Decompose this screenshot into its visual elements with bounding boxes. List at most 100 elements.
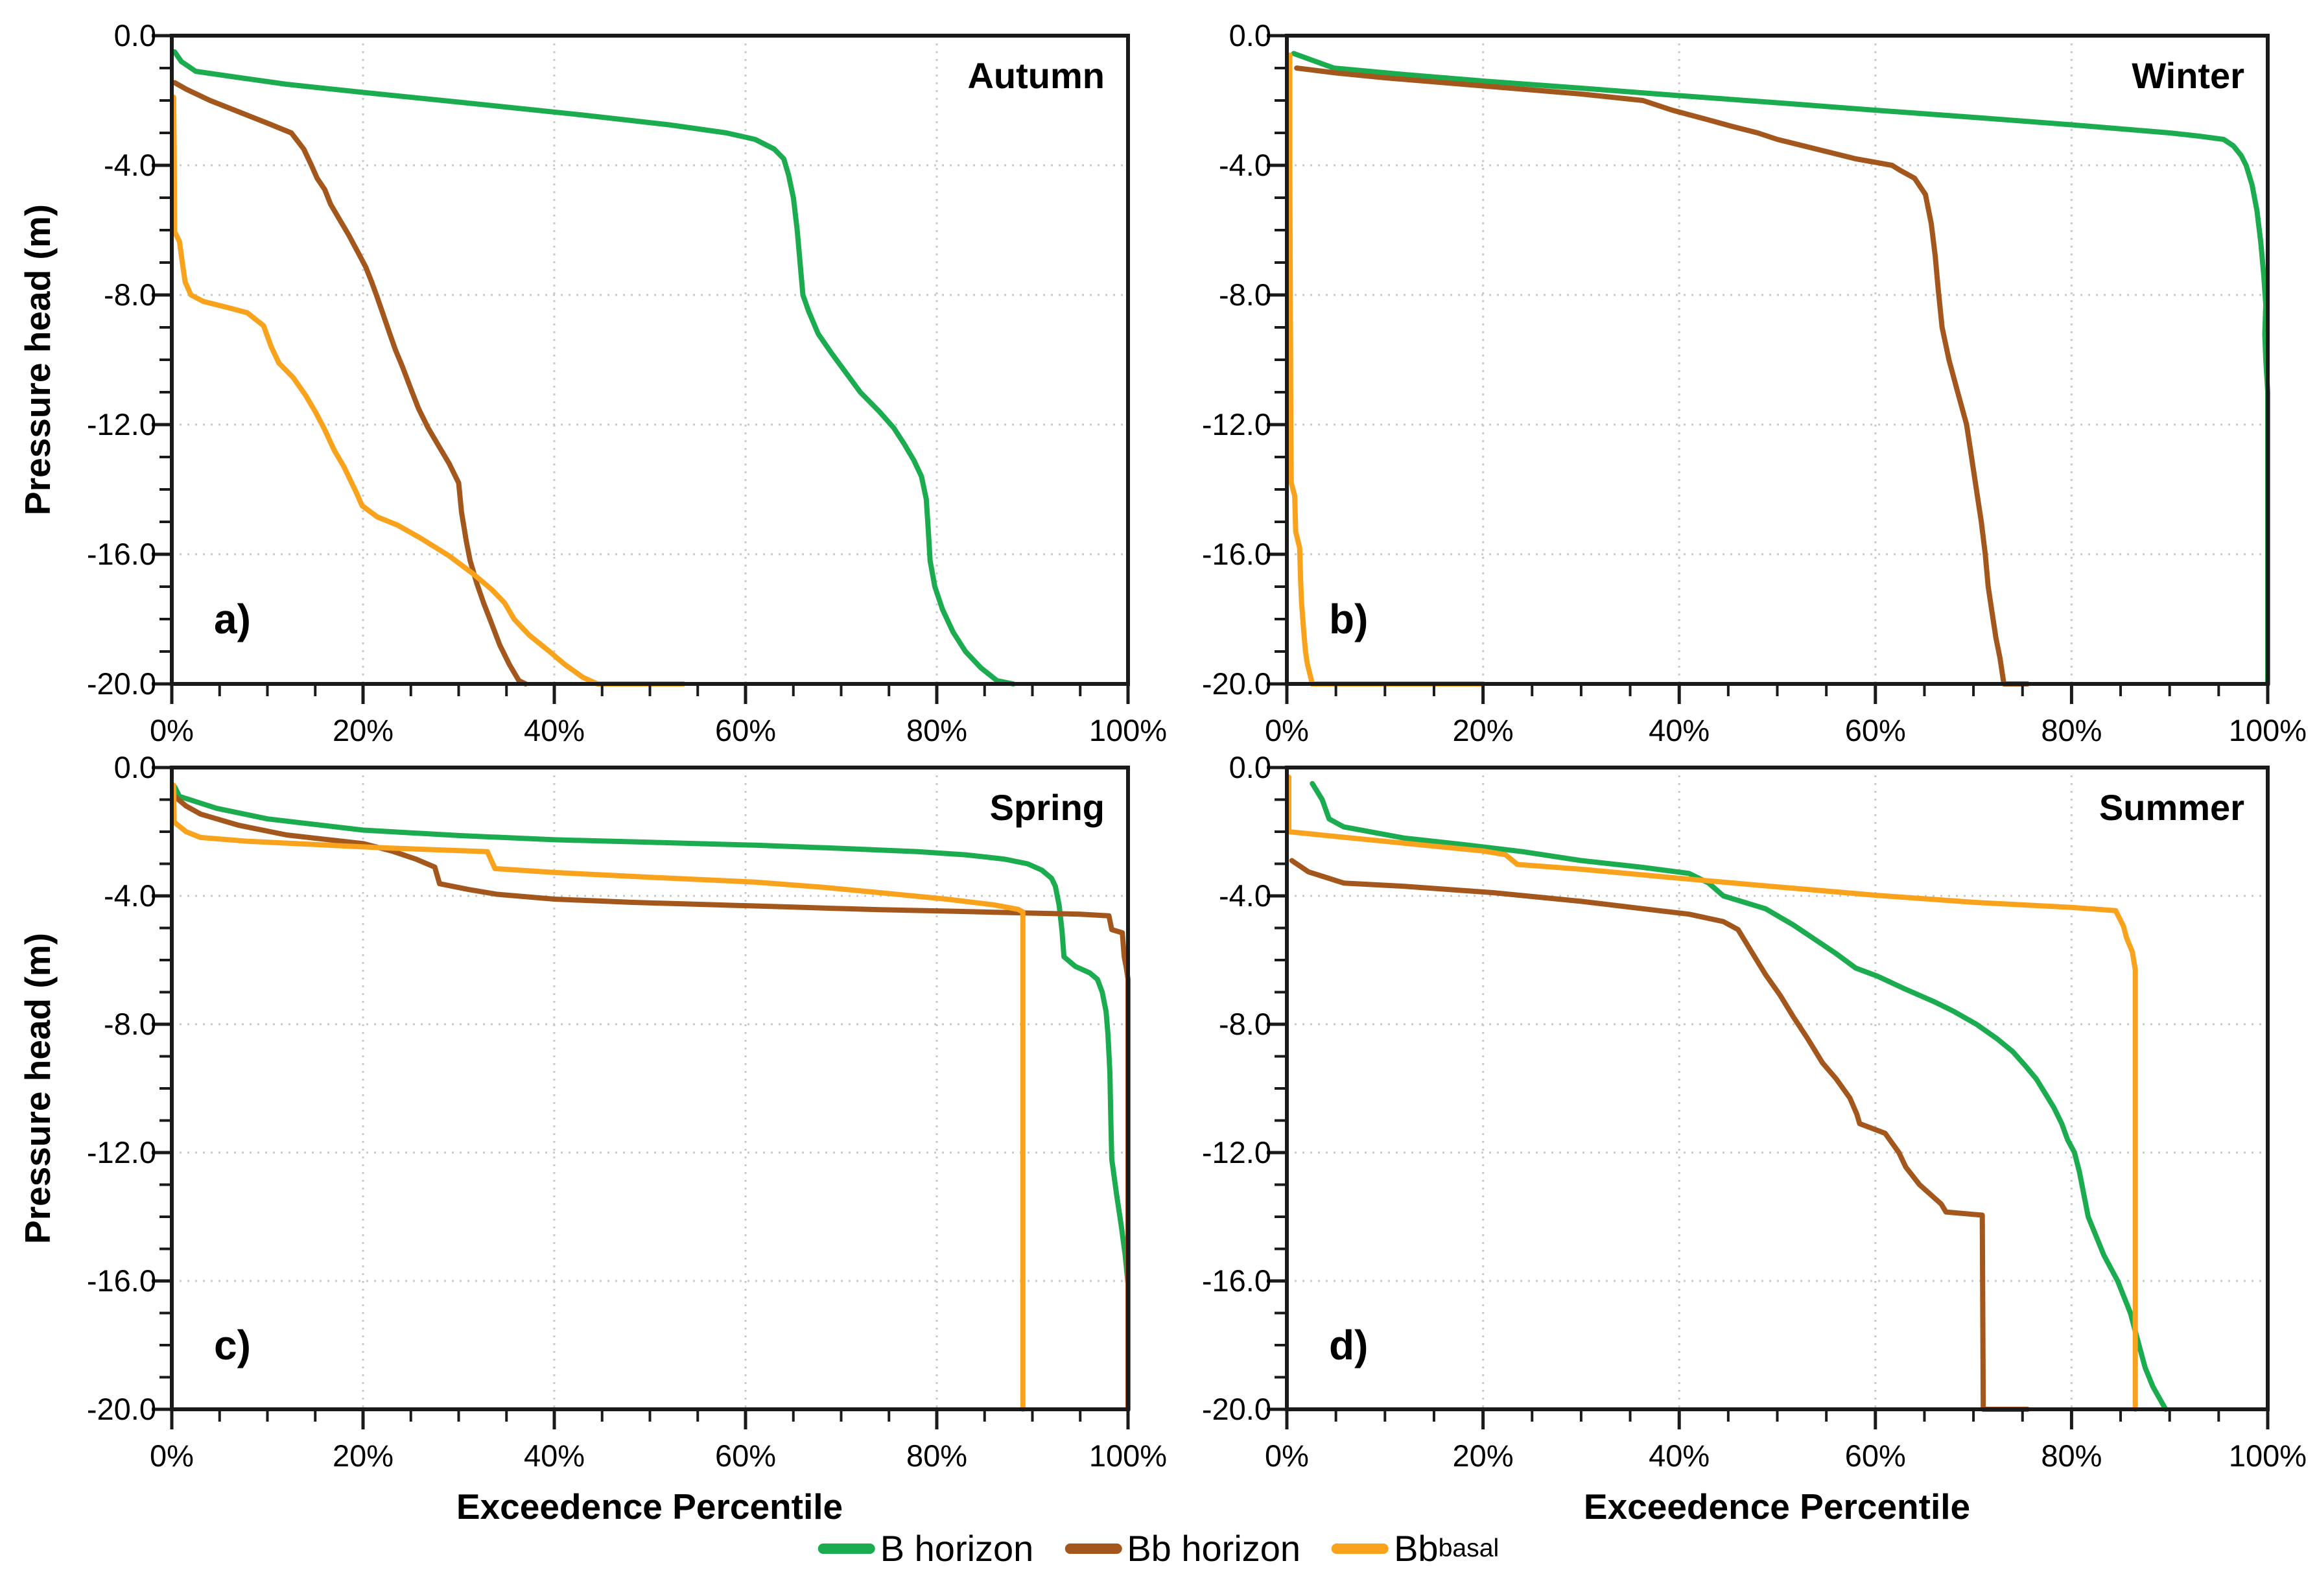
panel-spring: 0% 20% 40% 60% 80% 100% 0.0 -4.0 -8.0 -12.0 -16.0 -…	[87, 750, 1167, 1473]
series-line-bb-horizon	[1294, 65, 2030, 687]
panel-winter: 0% 20% 40% 60% 80% 100% 0.0 -4.0 -8.0 -12.0 -16.0 -…	[1202, 18, 2307, 747]
x-tick-label: 0%	[1265, 1438, 1309, 1473]
y-tick-label: 0.0	[1229, 750, 1271, 784]
x-tick-label: 100%	[2229, 1438, 2307, 1473]
gridlines	[172, 36, 1128, 684]
y-tick-label: -4.0	[104, 148, 156, 182]
corner-label-a: a)	[214, 596, 251, 642]
x-tick-label: 0%	[150, 1438, 194, 1473]
x-tick-label: 80%	[2041, 1438, 2102, 1473]
tick-labels: 0% 20% 40% 60% 80% 100% 0.0 -4.0 -8.0 -12.0 -16.0 -…	[87, 18, 1167, 747]
y-tick-label: -16.0	[1202, 1263, 1271, 1298]
ticks	[1267, 766, 2270, 1429]
y-tick-label: -20.0	[87, 666, 156, 701]
x-tick-label: 60%	[1845, 713, 1906, 747]
plot-border	[170, 766, 1130, 1411]
x-tick-label: 40%	[1649, 713, 1710, 747]
x-tick-label: 100%	[1089, 1438, 1167, 1473]
series-line-b-horizon	[172, 784, 1131, 1412]
y-tick-label: -12.0	[87, 407, 156, 441]
panel-title-summer: Summer	[2099, 787, 2244, 828]
x-axis-label-spring: Exceedence Percentile	[456, 1486, 843, 1527]
x-tick-label: 40%	[1649, 1438, 1710, 1473]
y-tick-label: -12.0	[1202, 1135, 1271, 1169]
y-tick-label: -16.0	[87, 1263, 156, 1298]
x-tick-label: 20%	[1453, 1438, 1514, 1473]
y-tick-label: -8.0	[1219, 1007, 1271, 1041]
y-tick-label: -12.0	[87, 1135, 156, 1169]
series-line-bb-horizon	[172, 793, 1131, 1412]
legend-item-b-horizon: B horizon	[817, 1527, 1034, 1569]
y-tick-label: -8.0	[104, 1007, 156, 1041]
y-tick-label: -4.0	[104, 878, 156, 913]
legend: B horizon Bb horizon Bb basal	[817, 1527, 1499, 1569]
series-line-bb-horizon	[1289, 858, 2030, 1412]
series-line-bb-basal	[1286, 774, 2138, 1412]
tick-labels: 0% 20% 40% 60% 80% 100% 0.0 -4.0 -8.0 -12.0 -16.0 -…	[1202, 18, 2307, 747]
x-tick-label: 20%	[1453, 713, 1514, 747]
y-tick-label: -16.0	[87, 537, 156, 571]
plot-border	[170, 34, 1130, 686]
y-tick-label: -12.0	[1202, 407, 1271, 441]
x-tick-label: 80%	[2041, 713, 2102, 747]
x-tick-label: 60%	[715, 713, 776, 747]
y-tick-label: -4.0	[1219, 148, 1271, 182]
legend-item-bb-basal: Bb basal	[1332, 1527, 1499, 1569]
y-tick-label: -8.0	[104, 277, 156, 312]
legend-swatch-bb-basal	[1332, 1543, 1389, 1554]
legend-label-b-horizon: B horizon	[880, 1528, 1034, 1569]
series-group	[1287, 51, 2270, 687]
series-line-b-horizon	[1291, 51, 2270, 687]
corner-label-b: b)	[1329, 596, 1369, 642]
y-axis-label-top-row: Pressure head (m)	[18, 204, 58, 515]
legend-swatch-b-horizon	[817, 1543, 875, 1554]
series-group	[171, 782, 1131, 1412]
tick-labels: 0% 20% 40% 60% 80% 100% 0.0 -4.0 -8.0 -12.0 -16.0 -…	[87, 750, 1167, 1473]
series-group	[171, 49, 1016, 687]
x-tick-label: 0%	[150, 713, 194, 747]
legend-swatch-bb-horizon	[1064, 1543, 1122, 1554]
legend-label-bb-horizon: Bb horizon	[1127, 1528, 1301, 1569]
y-tick-label: -20.0	[1202, 666, 1271, 701]
series-group	[1286, 774, 2169, 1412]
y-tick-label: 0.0	[1229, 18, 1271, 53]
ticks	[1267, 34, 2270, 704]
panel-autumn: 0% 20% 40% 60% 80% 100% 0.0 -4.0 -8.0 -12.0 -16.0 -…	[87, 18, 1167, 747]
x-tick-label: 100%	[1089, 713, 1167, 747]
y-axis-label-bottom-row: Pressure head (m)	[18, 933, 58, 1244]
corner-label-c: c)	[214, 1322, 251, 1368]
x-axis-label-summer: Exceedence Percentile	[1583, 1486, 1971, 1527]
x-tick-label: 60%	[715, 1438, 776, 1473]
series-line-bb-basal	[171, 95, 687, 687]
y-tick-label: -20.0	[87, 1392, 156, 1426]
corner-label-d: d)	[1329, 1322, 1369, 1368]
tick-labels: 0% 20% 40% 60% 80% 100% 0.0 -4.0 -8.0 -12.0 -16.0 -…	[1202, 750, 2307, 1473]
plot-border	[1285, 34, 2270, 686]
x-tick-label: 0%	[1265, 713, 1309, 747]
gridlines	[172, 768, 1128, 1409]
x-tick-label: 60%	[1845, 1438, 1906, 1473]
x-tick-label: 40%	[524, 713, 585, 747]
legend-item-bb-horizon: Bb horizon	[1064, 1527, 1300, 1569]
plot-border	[1285, 766, 2270, 1411]
x-tick-label: 20%	[333, 713, 394, 747]
panel-title-spring: Spring	[989, 787, 1105, 828]
x-tick-label: 80%	[906, 713, 967, 747]
series-line-bb-horizon	[172, 80, 528, 687]
ticks	[152, 766, 1130, 1429]
y-tick-label: 0.0	[114, 750, 156, 784]
series-line-bb-basal	[171, 782, 1026, 1412]
x-tick-label: 40%	[524, 1438, 585, 1473]
x-tick-label: 80%	[906, 1438, 967, 1473]
x-tick-label: 100%	[2229, 713, 2307, 747]
x-tick-label: 20%	[333, 1438, 394, 1473]
legend-label-bb-basal: Bb	[1394, 1528, 1439, 1569]
y-tick-label: -20.0	[1202, 1392, 1271, 1426]
series-line-bb-basal	[1287, 53, 1486, 687]
y-tick-label: -8.0	[1219, 277, 1271, 312]
gridlines	[1287, 36, 2268, 684]
legend-label-bb-basal-subscript: basal	[1438, 1534, 1500, 1562]
panel-summer: 0% 20% 40% 60% 80% 100% 0.0 -4.0 -8.0 -12.0 -16.0 -…	[1202, 750, 2307, 1473]
